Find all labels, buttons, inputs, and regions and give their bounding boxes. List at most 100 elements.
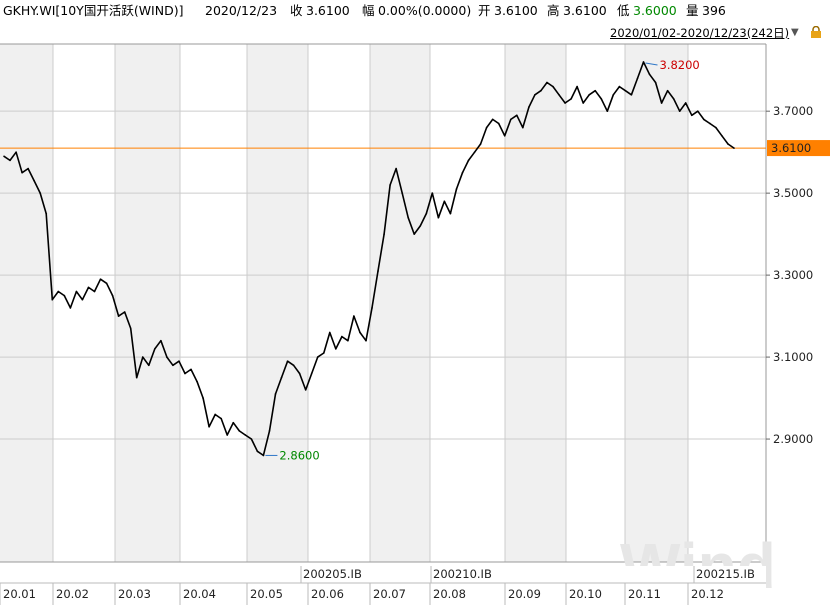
data-point xyxy=(709,122,711,125)
x-tick-label: 20.10 xyxy=(569,587,602,601)
y-tick-label: 3.5000 xyxy=(773,186,813,200)
data-point xyxy=(310,372,313,375)
data-point xyxy=(606,110,609,112)
data-point xyxy=(407,216,410,219)
month-shade xyxy=(115,44,180,562)
data-point xyxy=(15,151,17,153)
data-point xyxy=(558,93,560,96)
date-range-selector[interactable]: 2020/01/02-2020/12/23(242日) ▼ xyxy=(600,24,830,42)
quote-date: 2020/12/23 xyxy=(205,3,278,18)
data-point xyxy=(546,81,548,84)
data-point xyxy=(431,192,434,194)
data-point xyxy=(292,364,295,367)
extreme-labels: 3.8200 2.8600 xyxy=(265,58,700,462)
data-point xyxy=(443,200,446,203)
data-point xyxy=(437,216,440,219)
series-line xyxy=(3,61,735,457)
data-point xyxy=(268,430,271,432)
data-point xyxy=(413,233,416,235)
data-point xyxy=(69,307,72,309)
data-point xyxy=(274,393,277,395)
data-point xyxy=(389,184,391,186)
data-point xyxy=(715,126,717,129)
data-point xyxy=(232,421,235,424)
change-label: 幅 xyxy=(362,3,375,18)
data-point xyxy=(461,171,464,174)
y-axis: 2.9000 3.1000 3.3000 3.5000 3.7000 3.6100 xyxy=(766,104,830,446)
quote-header: GKHY.WI[10Y国开活跃(WIND)] 2020/12/23 收 3.61… xyxy=(0,0,830,22)
data-point xyxy=(33,180,35,182)
data-point xyxy=(184,372,186,375)
data-point xyxy=(21,171,23,174)
data-point xyxy=(304,389,307,391)
data-point xyxy=(256,450,259,453)
data-point xyxy=(636,77,639,80)
data-point xyxy=(347,339,349,342)
data-point xyxy=(93,290,96,293)
data-point xyxy=(618,85,621,88)
data-point xyxy=(497,122,500,125)
data-point xyxy=(690,114,693,117)
data-point xyxy=(491,118,494,121)
x-tick-label: 20.03 xyxy=(118,587,151,601)
x-tick-label: 20.11 xyxy=(628,587,661,601)
data-point xyxy=(365,339,367,342)
data-point xyxy=(75,290,78,293)
data-point xyxy=(335,348,337,350)
data-point xyxy=(727,143,729,145)
data-point xyxy=(81,298,84,301)
data-point xyxy=(522,126,524,129)
data-point xyxy=(552,85,554,88)
month-shade xyxy=(247,44,308,562)
data-point xyxy=(666,89,669,92)
volume-label: 量 xyxy=(686,3,699,18)
contract-label: 200210.IB xyxy=(433,567,492,581)
data-point xyxy=(371,307,373,309)
data-point xyxy=(353,315,355,317)
data-point xyxy=(588,93,591,96)
lock-icon[interactable] xyxy=(810,26,822,38)
data-point xyxy=(63,294,66,297)
data-point xyxy=(684,102,687,104)
y-tick-label: 3.1000 xyxy=(773,350,813,364)
x-tick-label: 20.08 xyxy=(433,587,466,601)
data-point xyxy=(262,454,265,457)
data-point xyxy=(27,167,29,170)
data-point xyxy=(111,294,114,297)
data-point xyxy=(419,225,422,227)
month-shade xyxy=(370,44,430,562)
x-axis-band xyxy=(0,566,766,604)
low-value: 3.6000 xyxy=(633,3,677,18)
data-point xyxy=(528,106,530,108)
data-point xyxy=(208,425,210,428)
data-point xyxy=(401,192,403,194)
y-tick-label: 3.3000 xyxy=(773,268,813,282)
data-point xyxy=(45,212,48,215)
data-point xyxy=(117,315,120,317)
x-tick-label: 20.07 xyxy=(373,587,406,601)
triangle-down-icon[interactable]: ▼ xyxy=(791,27,799,38)
data-point xyxy=(721,134,723,137)
x-tick-label: 20.06 xyxy=(311,587,344,601)
data-point xyxy=(509,118,512,121)
data-point xyxy=(226,434,229,436)
data-point xyxy=(328,331,331,334)
data-point xyxy=(703,118,705,121)
data-point xyxy=(534,93,536,96)
close-label: 收 xyxy=(290,3,303,18)
x-tick-label: 20.09 xyxy=(508,587,541,601)
data-point xyxy=(341,335,343,338)
close-value: 3.6100 xyxy=(306,3,350,18)
data-point xyxy=(582,102,584,104)
data-point xyxy=(697,110,699,112)
date-range-text[interactable]: 2020/01/02-2020/12/23(242日) xyxy=(610,26,790,40)
data-point xyxy=(298,372,301,375)
data-point xyxy=(105,282,108,285)
data-point xyxy=(733,147,735,149)
data-point xyxy=(190,368,192,371)
current-price-label: 3.6100 xyxy=(771,141,811,155)
x-tick-label: 20.04 xyxy=(183,587,216,601)
data-point xyxy=(87,286,90,289)
data-point xyxy=(654,81,657,84)
